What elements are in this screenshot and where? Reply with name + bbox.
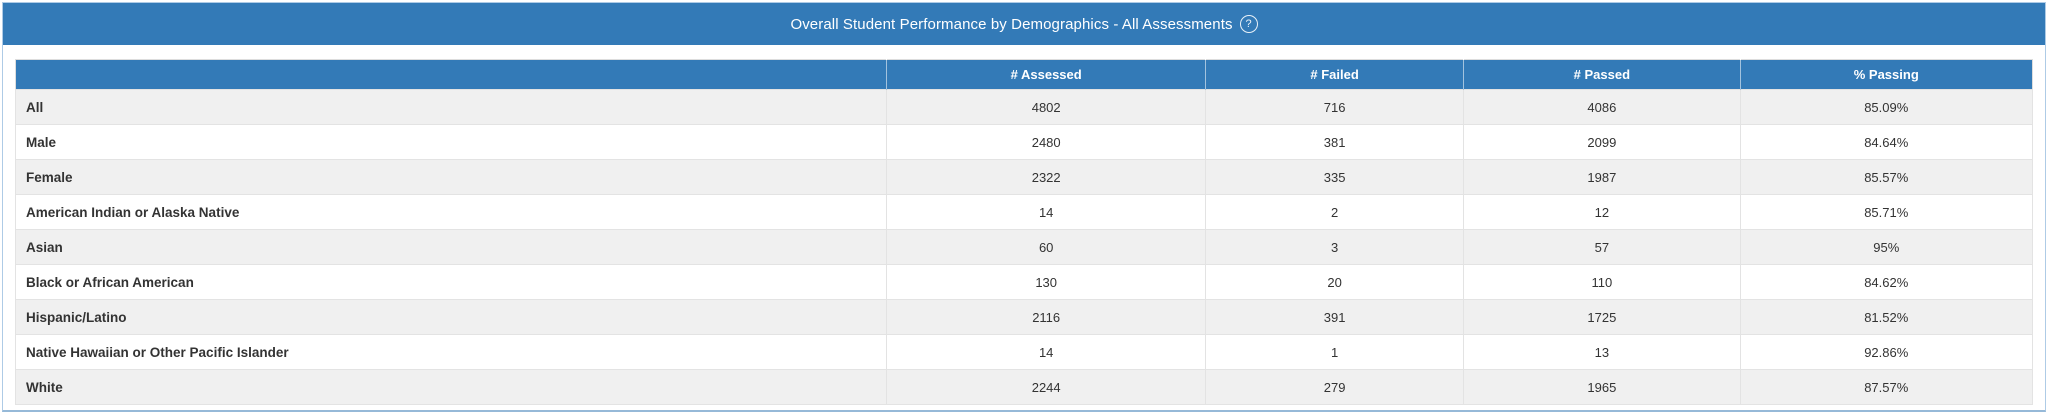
row-label: Black or African American — [14, 264, 888, 300]
cell-passing: 85.09% — [1739, 89, 2034, 125]
row-label: Asian — [14, 229, 888, 265]
row-label: Hispanic/Latino — [14, 299, 888, 335]
row-label: Native Hawaiian or Other Pacific Islande… — [14, 334, 888, 370]
row-label: American Indian or Alaska Native — [14, 194, 888, 230]
cell-assessed: 130 — [886, 264, 1207, 300]
cell-passing: 84.64% — [1739, 124, 2034, 160]
cell-assessed: 14 — [886, 334, 1207, 370]
cell-passed: 1725 — [1463, 299, 1741, 335]
row-label: All — [14, 89, 888, 125]
cell-passing: 92.86% — [1739, 334, 2034, 370]
cell-passed: 1965 — [1463, 369, 1741, 405]
table-row: White 2244 279 1965 87.57% — [14, 369, 2034, 405]
cell-failed: 381 — [1205, 124, 1465, 160]
cell-passing: 95% — [1739, 229, 2034, 265]
cell-failed: 716 — [1205, 89, 1465, 125]
cell-passed: 13 — [1463, 334, 1741, 370]
column-header-failed: # Failed — [1205, 59, 1464, 90]
cell-passed: 2099 — [1463, 124, 1741, 160]
row-label: White — [14, 369, 888, 405]
cell-passed: 110 — [1463, 264, 1741, 300]
cell-assessed: 4802 — [886, 89, 1207, 125]
cell-failed: 1 — [1205, 334, 1465, 370]
cell-assessed: 2244 — [886, 369, 1207, 405]
cell-failed: 391 — [1205, 299, 1465, 335]
row-label: Female — [14, 159, 888, 195]
cell-failed: 3 — [1205, 229, 1465, 265]
column-header-passing: % Passing — [1739, 59, 2033, 90]
cell-failed: 335 — [1205, 159, 1465, 195]
cell-passed: 12 — [1463, 194, 1741, 230]
cell-assessed: 2480 — [886, 124, 1207, 160]
cell-passing: 85.71% — [1739, 194, 2034, 230]
cell-passed: 57 — [1463, 229, 1741, 265]
cell-failed: 279 — [1205, 369, 1465, 405]
column-header-assessed: # Assessed — [886, 59, 1206, 90]
table-row: Hispanic/Latino 2116 391 1725 81.52% — [14, 299, 2034, 335]
table-row: Male 2480 381 2099 84.64% — [14, 124, 2034, 160]
panel-title: Overall Student Performance by Demograph… — [790, 15, 1233, 33]
table-row: Female 2322 335 1987 85.57% — [14, 159, 2034, 195]
cell-passing: 81.52% — [1739, 299, 2034, 335]
cell-assessed: 60 — [886, 229, 1207, 265]
table-header-row: # Assessed # Failed # Passed % Passing — [15, 59, 2033, 90]
table-row: Asian 60 3 57 95% — [14, 229, 2034, 265]
column-header-blank — [15, 59, 887, 90]
table-row: Black or African American 130 20 110 84.62% — [14, 264, 2034, 300]
cell-assessed: 14 — [886, 194, 1207, 230]
table-row: All 4802 716 4086 85.09% — [14, 89, 2034, 125]
cell-passing: 85.57% — [1739, 159, 2034, 195]
cell-passed: 4086 — [1463, 89, 1741, 125]
cell-assessed: 2322 — [886, 159, 1207, 195]
cell-passing: 84.62% — [1739, 264, 2034, 300]
cell-failed: 20 — [1205, 264, 1465, 300]
cell-passing: 87.57% — [1739, 369, 2034, 405]
table-row: Native Hawaiian or Other Pacific Islande… — [14, 334, 2034, 370]
cell-assessed: 2116 — [886, 299, 1207, 335]
row-label: Male — [14, 124, 888, 160]
table-row: American Indian or Alaska Native 14 2 12 85.… — [14, 194, 2034, 230]
cell-passed: 1987 — [1463, 159, 1741, 195]
cell-failed: 2 — [1205, 194, 1465, 230]
demographics-table: # Assessed # Failed # Passed % Passing A… — [14, 59, 2034, 405]
panel-body: # Assessed # Failed # Passed % Passing A… — [3, 45, 2045, 410]
help-icon[interactable]: ? — [1239, 15, 1258, 33]
panel-title-bar: Overall Student Performance by Demograph… — [3, 3, 2045, 45]
column-header-passed: # Passed — [1463, 59, 1741, 90]
